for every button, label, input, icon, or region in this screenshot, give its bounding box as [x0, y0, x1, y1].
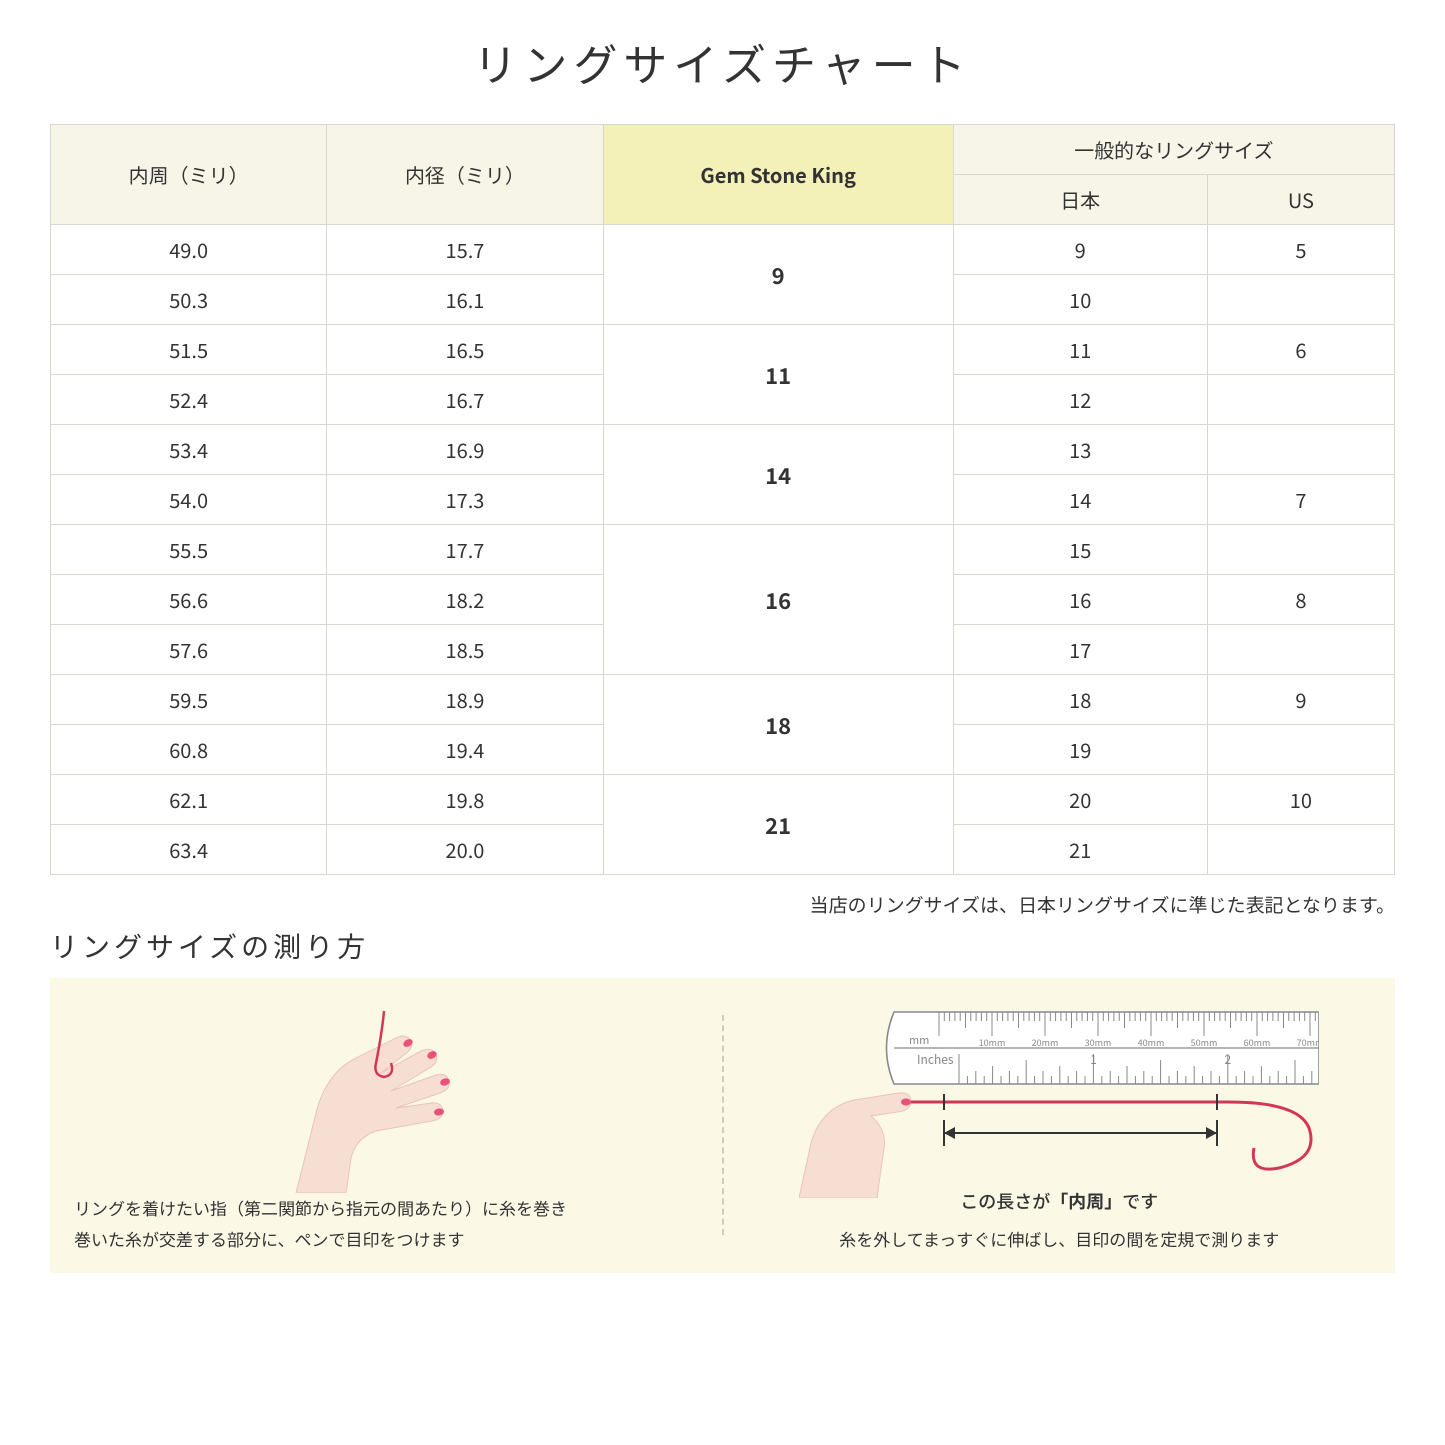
cell-diameter: 16.7: [327, 375, 603, 425]
cell-gsk: 11: [603, 325, 953, 425]
cell-japan: 11: [953, 325, 1207, 375]
header-diameter: 内径（ミリ）: [327, 125, 603, 225]
cell-us: [1207, 275, 1394, 325]
svg-text:1: 1: [1090, 1051, 1097, 1068]
cell-us: [1207, 525, 1394, 575]
cell-japan: 20: [953, 775, 1207, 825]
cell-circumference: 49.0: [51, 225, 327, 275]
svg-text:20mm: 20mm: [1032, 1036, 1059, 1049]
cell-japan: 17: [953, 625, 1207, 675]
cell-circumference: 50.3: [51, 275, 327, 325]
cell-circumference: 59.5: [51, 675, 327, 725]
header-us: US: [1207, 175, 1394, 225]
svg-text:60mm: 60mm: [1244, 1036, 1271, 1049]
cell-japan: 9: [953, 225, 1207, 275]
cell-us: [1207, 375, 1394, 425]
cell-diameter: 16.5: [327, 325, 603, 375]
hand-with-thread-icon: [246, 1003, 526, 1193]
cell-us: [1207, 725, 1394, 775]
svg-text:mm: mm: [909, 1032, 929, 1048]
instructions-container: リングを着けたい指（第二関節から指元の間あたり）に糸を巻き 巻いた糸が交差する部…: [50, 978, 1395, 1273]
cell-diameter: 16.1: [327, 275, 603, 325]
cell-diameter: 15.7: [327, 225, 603, 275]
ruler-measurement-icon: 10mm 20mm 30mm 40mm 50mm 60mm 70mm mm Inches 1…: [799, 998, 1319, 1198]
svg-text:40mm: 40mm: [1138, 1036, 1165, 1049]
cell-gsk: 18: [603, 675, 953, 775]
cell-diameter: 16.9: [327, 425, 603, 475]
cell-us: [1207, 625, 1394, 675]
left-instruction-text: リングを着けたい指（第二関節から指元の間あたり）に糸を巻き 巻いた糸が交差する部…: [74, 1193, 698, 1254]
cell-circumference: 52.4: [51, 375, 327, 425]
cell-us: 5: [1207, 225, 1394, 275]
cell-japan: 12: [953, 375, 1207, 425]
cell-us: [1207, 825, 1394, 875]
cell-us: 8: [1207, 575, 1394, 625]
table-row: 62.119.8212010: [51, 775, 1395, 825]
header-gsk: Gem Stone King: [603, 125, 953, 225]
cell-diameter: 18.2: [327, 575, 603, 625]
cell-japan: 10: [953, 275, 1207, 325]
cell-gsk: 21: [603, 775, 953, 875]
svg-text:30mm: 30mm: [1085, 1036, 1112, 1049]
cell-us: 9: [1207, 675, 1394, 725]
header-japan: 日本: [953, 175, 1207, 225]
inner-circumference-label: この長さが「内周」です: [960, 1188, 1158, 1214]
cell-japan: 21: [953, 825, 1207, 875]
footnote: 当店のリングサイズは、日本リングサイズに準じた表記となります。: [50, 891, 1395, 918]
svg-text:50mm: 50mm: [1191, 1036, 1218, 1049]
svg-text:Inches: Inches: [917, 1051, 954, 1068]
cell-gsk: 16: [603, 525, 953, 675]
cell-diameter: 20.0: [327, 825, 603, 875]
cell-japan: 16: [953, 575, 1207, 625]
cell-diameter: 18.9: [327, 675, 603, 725]
cell-circumference: 62.1: [51, 775, 327, 825]
measurement-subtitle: リングサイズの測り方: [50, 926, 1395, 966]
svg-text:10mm: 10mm: [979, 1036, 1006, 1049]
cell-diameter: 19.4: [327, 725, 603, 775]
svg-text:2: 2: [1225, 1051, 1232, 1068]
cell-japan: 15: [953, 525, 1207, 575]
cell-diameter: 17.3: [327, 475, 603, 525]
table-row: 55.517.71615: [51, 525, 1395, 575]
cell-japan: 13: [953, 425, 1207, 475]
cell-us: 7: [1207, 475, 1394, 525]
size-chart-table: 内周（ミリ） 内径（ミリ） Gem Stone King 一般的なリングサイズ …: [50, 124, 1395, 875]
cell-us: 10: [1207, 775, 1394, 825]
cell-us: [1207, 425, 1394, 475]
page-title: リングサイズチャート: [50, 30, 1395, 94]
cell-circumference: 54.0: [51, 475, 327, 525]
cell-japan: 19: [953, 725, 1207, 775]
cell-japan: 14: [953, 475, 1207, 525]
table-row: 53.416.91413: [51, 425, 1395, 475]
table-row: 49.015.7995: [51, 225, 1395, 275]
cell-circumference: 63.4: [51, 825, 327, 875]
cell-us: 6: [1207, 325, 1394, 375]
cell-circumference: 53.4: [51, 425, 327, 475]
cell-diameter: 17.7: [327, 525, 603, 575]
instruction-panel-right: 10mm 20mm 30mm 40mm 50mm 60mm 70mm mm Inches 1…: [724, 978, 1396, 1273]
cell-circumference: 57.6: [51, 625, 327, 675]
cell-circumference: 55.5: [51, 525, 327, 575]
svg-text:70mm: 70mm: [1297, 1036, 1319, 1049]
cell-gsk: 14: [603, 425, 953, 525]
header-circumference: 内周（ミリ）: [51, 125, 327, 225]
cell-diameter: 19.8: [327, 775, 603, 825]
header-general: 一般的なリングサイズ: [953, 125, 1394, 175]
right-instruction-text: 糸を外してまっすぐに伸ばし、目印の間を定規で測ります: [748, 1224, 1372, 1255]
cell-gsk: 9: [603, 225, 953, 325]
table-row: 59.518.918189: [51, 675, 1395, 725]
cell-japan: 18: [953, 675, 1207, 725]
cell-circumference: 56.6: [51, 575, 327, 625]
cell-circumference: 60.8: [51, 725, 327, 775]
cell-circumference: 51.5: [51, 325, 327, 375]
cell-diameter: 18.5: [327, 625, 603, 675]
instruction-panel-left: リングを着けたい指（第二関節から指元の間あたり）に糸を巻き 巻いた糸が交差する部…: [50, 978, 722, 1273]
table-row: 51.516.511116: [51, 325, 1395, 375]
